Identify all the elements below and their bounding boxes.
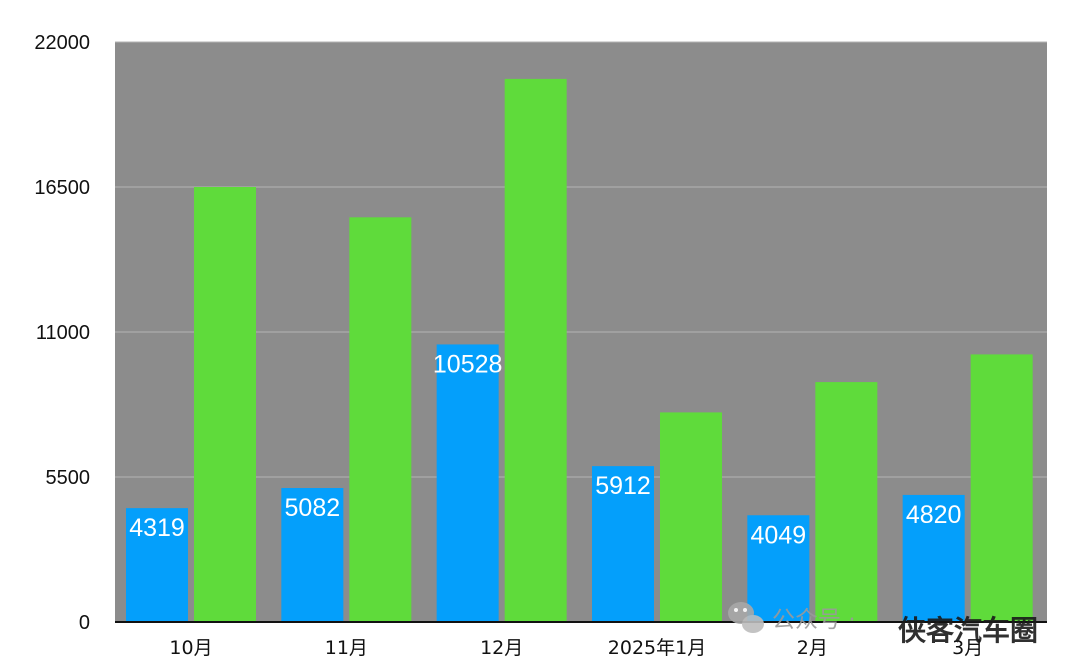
bars: [126, 78, 1033, 623]
watermark: 公众号 · 侠客汽车圈: [728, 602, 1038, 647]
bar-series-2: [194, 187, 256, 622]
data-label: 4319: [129, 514, 185, 542]
y-tick-label: 11000: [36, 322, 90, 344]
bar-series-2: [660, 412, 722, 622]
data-label: 4049: [751, 521, 807, 549]
x-tick-label: 10月: [169, 637, 212, 659]
data-labels: 4319 5082 10528 5912 4049 4820: [129, 350, 961, 549]
data-label: 5912: [595, 472, 651, 500]
watermark-label: 公众号 ·: [772, 607, 856, 633]
bar-series-2: [349, 217, 412, 622]
bar-series-1: [747, 515, 810, 622]
data-label: 5082: [285, 494, 341, 522]
wechat-icon: [728, 602, 764, 633]
bar-series-2: [970, 354, 1033, 622]
y-tick-labels: 0 5500 11000 16500 22000: [34, 32, 90, 634]
y-tick-label: 16500: [34, 177, 90, 199]
bar-series-1: [592, 466, 654, 622]
bar-series-1: [281, 488, 344, 622]
bar-series-1: [436, 344, 499, 622]
y-tick-label: 5500: [46, 467, 91, 489]
x-tick-label: 2月: [797, 637, 828, 659]
bar-series-1: [126, 508, 188, 622]
x-tick-label: 12月: [480, 637, 523, 659]
bar-series-1: [902, 494, 965, 622]
data-label: 10528: [433, 350, 503, 378]
x-tick-labels: 10月 11月 12月 2025年1月 2月 3月: [169, 637, 983, 659]
data-label: 4820: [906, 501, 962, 529]
bar-series-2: [815, 382, 878, 622]
x-tick-label: 2025年1月: [608, 637, 706, 659]
y-tick-label: 22000: [34, 32, 90, 54]
x-tick-label: 3月: [952, 637, 983, 659]
bar-series-2: [504, 78, 567, 623]
y-tick-label: 0: [79, 612, 90, 634]
x-tick-label: 11月: [325, 637, 368, 659]
gridlines: [115, 41, 1047, 478]
watermark-brand: 侠客汽车圈: [898, 614, 1038, 647]
